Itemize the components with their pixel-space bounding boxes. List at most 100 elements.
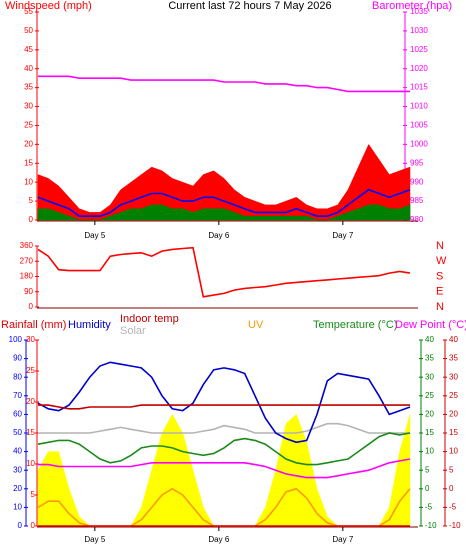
tick-label: 1005 (410, 121, 428, 130)
series-line (38, 404, 410, 410)
tick-label: 50 (24, 26, 33, 35)
tick-label: 30 (425, 372, 434, 381)
legend-label: Humidity (68, 319, 111, 331)
tick-label: 10 (13, 503, 22, 512)
tick-label: -5 (425, 503, 433, 512)
tick-label: E (436, 286, 443, 298)
tick-label: 985 (410, 196, 424, 205)
series-line (37, 246, 411, 298)
tick-label: 40 (13, 447, 22, 456)
tick-label: N (436, 301, 444, 313)
tick-label: 15 (449, 428, 458, 437)
legend-label: UV (248, 319, 264, 331)
tick-label: 1015 (410, 83, 428, 92)
x-tick-label: Day 7 (332, 231, 353, 240)
tick-label: 50 (13, 428, 22, 437)
tick-label: 70 (13, 391, 22, 400)
legend-label: Dew Point (°C) (395, 319, 466, 331)
tick-label: 30 (24, 102, 33, 111)
tick-label: 15 (425, 428, 434, 437)
tick-label: 15 (26, 428, 35, 437)
tick-label: 1020 (410, 64, 428, 73)
tick-label: 20 (13, 484, 22, 493)
tick-label: 40 (449, 335, 458, 344)
tick-label: 980 (410, 215, 424, 224)
x-tick-label: Day 5 (84, 231, 105, 240)
series-line (37, 487, 411, 527)
tick-label: 5 (425, 465, 430, 474)
series-area (37, 204, 411, 221)
tick-label: 25 (26, 366, 35, 375)
tick-label: 20 (449, 410, 458, 419)
tick-label: 35 (449, 354, 458, 363)
tick-label: 1010 (410, 102, 428, 111)
tick-label: 5 (449, 465, 454, 474)
series-area (37, 413, 411, 527)
tick-label: 55 (24, 7, 33, 16)
tick-label: 1030 (410, 26, 428, 35)
x-tick-label: Day 6 (208, 231, 229, 240)
tick-label: N (436, 240, 444, 252)
tick-label: 25 (425, 391, 434, 400)
x-tick-label: Day 7 (332, 535, 353, 544)
tick-label: 1035 (410, 7, 428, 16)
tick-label: S (436, 270, 443, 282)
tick-label: 30 (449, 372, 458, 381)
series-line (38, 422, 410, 434)
tick-label: 10 (449, 447, 458, 456)
tick-label: 35 (425, 354, 434, 363)
tick-label: 0 (29, 215, 34, 224)
tick-label: 20 (26, 397, 35, 406)
tick-label: 30 (26, 335, 35, 344)
tick-label: 10 (425, 447, 434, 456)
legend-label: Temperature (°C) (313, 319, 397, 331)
tick-label: 15 (24, 158, 33, 167)
series-line (37, 432, 411, 466)
tick-label: 60 (13, 410, 22, 419)
tick-label: 1000 (410, 139, 428, 148)
tick-label: 35 (24, 83, 33, 92)
tick-label: 990 (410, 177, 424, 186)
x-tick-label: Day 5 (84, 535, 105, 544)
series-line (38, 75, 410, 93)
axis-title: Barometer (hpa) (372, 0, 452, 12)
tick-label: 45 (24, 45, 33, 54)
tick-label: 90 (24, 287, 33, 296)
tick-label: 5 (31, 490, 36, 499)
tick-label: 270 (20, 256, 34, 265)
tick-label: 995 (410, 158, 424, 167)
legend-label: Indoor temp (120, 313, 179, 325)
tick-label: 30 (13, 465, 22, 474)
axis-title: Windspeed (mph) (5, 0, 92, 12)
tick-label: 10 (26, 459, 35, 468)
tick-label: 80 (13, 372, 22, 381)
tick-label: W (436, 255, 447, 267)
series-line (37, 361, 411, 444)
tick-label: 10 (24, 177, 33, 186)
series-line (37, 188, 411, 217)
legend-label: Solar (120, 325, 146, 337)
tick-label: 0 (31, 521, 36, 530)
tick-label: 40 (425, 335, 434, 344)
tick-label: -5 (449, 503, 457, 512)
tick-label: 25 (24, 121, 33, 130)
tick-label: 90 (13, 354, 22, 363)
series-line (38, 458, 411, 479)
tick-label: -10 (425, 521, 437, 530)
tick-label: 20 (425, 410, 434, 419)
tick-label: 0 (18, 521, 23, 530)
tick-label: 0 (449, 484, 454, 493)
tick-label: 1025 (410, 45, 428, 54)
tick-label: 100 (9, 335, 23, 344)
x-tick-label: Day 6 (208, 535, 229, 544)
tick-label: 5 (29, 196, 34, 205)
tick-label: 360 (20, 241, 34, 250)
tick-label: 180 (20, 272, 34, 281)
tick-label: -10 (449, 521, 461, 530)
tick-label: 20 (24, 139, 33, 148)
tick-label: 40 (24, 64, 33, 73)
tick-label: 0 (29, 302, 34, 311)
tick-label: 25 (449, 391, 458, 400)
tick-label: 0 (425, 484, 430, 493)
